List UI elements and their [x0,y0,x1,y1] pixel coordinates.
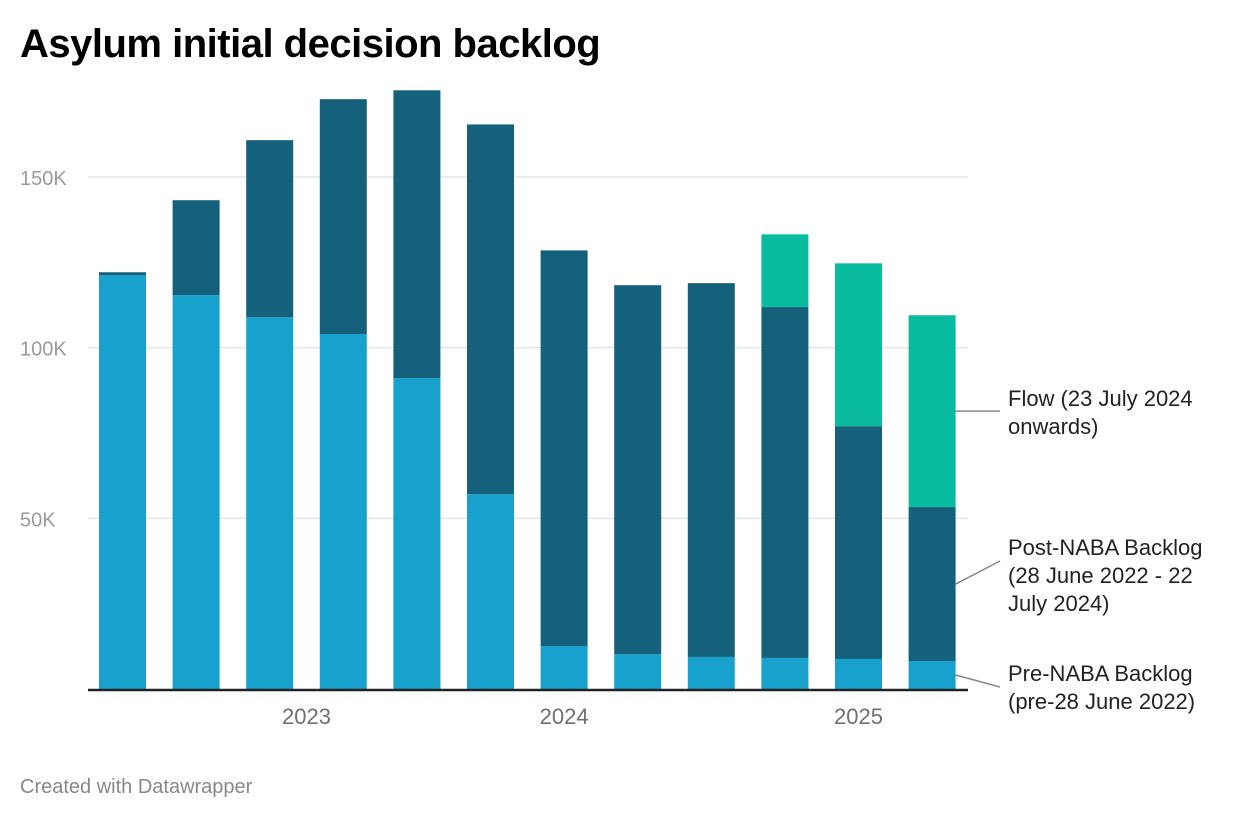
x-tick-label: 2025 [834,704,883,729]
gridlines: 50K 100K 150K [20,168,968,531]
bar-segment-pre-naba [908,661,956,689]
bar-segment-pre-naba [540,645,588,689]
series-labels: Pre-NABA Backlog (pre-28 June 2022) Post-N… [955,386,1202,714]
bars [99,90,956,689]
y-tick-label: 150K [20,168,67,190]
bar-segment-post-naba [835,426,882,659]
bar-segment-pre-naba [761,657,809,689]
bar-segment-pre-naba [614,654,662,689]
bar-segment-post-naba [393,90,441,379]
series-label-post-naba: Post-NABA Backlog [1008,535,1202,560]
bar-segment-post-naba [246,140,294,318]
series-label-flow: onwards) [1008,414,1098,439]
bar-segment-post-naba [319,99,367,335]
bar-segment-post-naba [761,307,809,658]
bar-segment-post-naba [540,250,588,646]
bar-segment-post-naba [614,285,662,655]
bar-segment-post-naba [467,124,514,495]
y-tick-label: 50K [20,509,56,531]
bar-segment-flow [908,315,956,508]
series-label-post-naba: (28 June 2022 - 22 [1008,563,1193,588]
bar-segment-pre-naba [246,317,294,689]
series-label-flow: Flow (23 July 2024 [1008,386,1193,411]
bar-segment-flow [761,234,809,308]
bar-segment-pre-naba [319,334,367,689]
bar-segment-pre-naba [99,275,146,689]
bar-segment-pre-naba [687,656,735,689]
series-label-post-naba: July 2024) [1008,591,1110,616]
bar-segment-flow [835,263,882,427]
x-tick-label: 2024 [540,704,589,729]
leader-line [955,674,1001,688]
x-tick-label: 2023 [282,704,331,729]
bar-segment-pre-naba [393,378,441,689]
bar-segment-post-naba [908,507,956,662]
footer-credit: Created with Datawrapper [20,776,253,798]
chart-title: Asylum initial decision backlog [20,22,601,66]
y-tick-label: 100K [20,339,67,361]
bar-segment-pre-naba [172,295,220,689]
bar-segment-post-naba [172,200,220,296]
series-label-pre-naba: Pre-NABA Backlog [1008,661,1193,686]
bar-segment-pre-naba [467,494,514,689]
leader-line [955,560,1001,585]
bar-segment-pre-naba [835,658,882,689]
bar-segment-post-naba [687,283,735,657]
x-axis: 2023 2024 2025 [88,688,968,729]
series-label-pre-naba: (pre-28 June 2022) [1008,689,1195,714]
bar-segment-post-naba [99,272,146,276]
